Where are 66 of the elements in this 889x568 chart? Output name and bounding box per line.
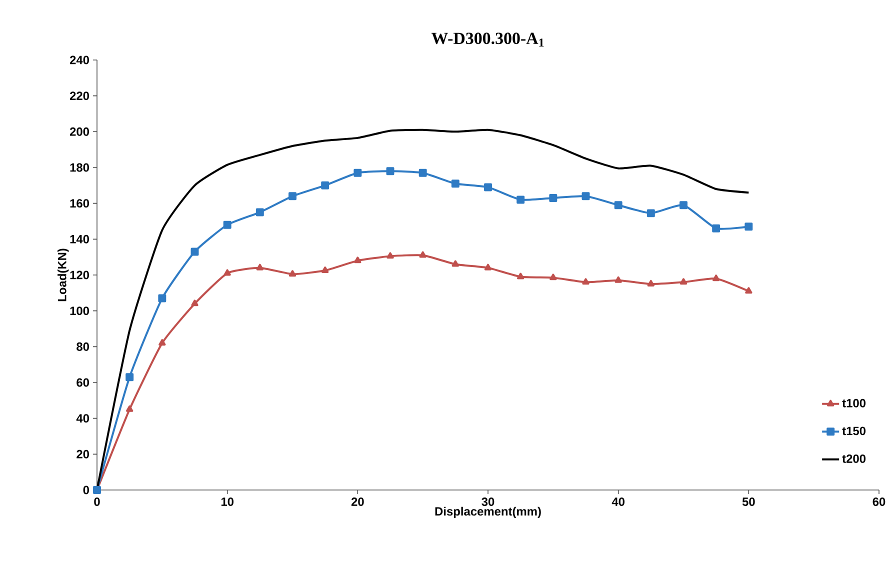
x-tick-label: 50	[742, 498, 755, 506]
y-tick-label: 180	[70, 163, 89, 172]
point	[419, 251, 426, 258]
point	[452, 260, 460, 267]
point	[451, 180, 460, 188]
point	[256, 264, 264, 270]
y-tick-label: 160	[70, 199, 89, 208]
y-tick-label: 60	[76, 378, 89, 387]
point	[582, 192, 590, 200]
legend-label: t150	[842, 426, 866, 436]
point	[680, 201, 688, 210]
point	[484, 264, 492, 270]
legend-label: t100	[842, 398, 866, 408]
point	[418, 168, 427, 177]
x-tick-label: 10	[221, 498, 234, 506]
point	[712, 274, 720, 282]
point	[680, 278, 688, 285]
y-tick-label: 140	[70, 234, 89, 244]
point	[288, 192, 296, 200]
point	[354, 168, 362, 177]
y-axis-title: Load(KN)	[58, 248, 69, 302]
point	[744, 222, 753, 231]
y-tick-label: 0	[83, 486, 89, 494]
point	[321, 181, 330, 190]
point	[256, 208, 264, 216]
point	[321, 266, 329, 274]
point	[549, 194, 558, 202]
point	[354, 256, 362, 264]
y-tick-label: 240	[70, 56, 89, 64]
point	[647, 280, 655, 286]
y-tick-label: 80	[76, 342, 89, 351]
y-tick-label: 20	[76, 450, 89, 458]
point	[550, 274, 557, 280]
x-tick-label: 20	[351, 498, 364, 506]
point	[158, 339, 166, 346]
point	[386, 167, 394, 176]
point	[614, 276, 622, 283]
point	[386, 252, 394, 259]
point	[582, 278, 590, 285]
point	[158, 294, 166, 302]
point	[224, 269, 231, 276]
point	[126, 373, 134, 382]
x-tick-label: 0	[94, 498, 100, 506]
y-tick-label: 120	[70, 270, 89, 280]
point	[516, 272, 524, 280]
point	[223, 220, 232, 229]
point	[190, 248, 199, 256]
y-tick-label: 40	[76, 414, 89, 423]
x-tick-label: 40	[612, 498, 624, 506]
point	[516, 196, 525, 204]
point	[614, 201, 622, 210]
y-tick-label: 220	[70, 92, 89, 100]
point	[712, 224, 720, 232]
point	[646, 209, 655, 218]
point	[126, 405, 134, 412]
y-tick-label: 100	[70, 306, 89, 316]
x-tick-label: 30	[482, 498, 494, 506]
x-tick-label: 60	[872, 498, 886, 506]
point	[484, 183, 492, 192]
chart-title: W-D300.300-A$_{1}$	[431, 32, 544, 47]
point	[745, 287, 752, 294]
point	[191, 300, 198, 306]
y-tick-label: 200	[70, 127, 89, 136]
point	[288, 270, 296, 277]
legend-label: t200	[842, 454, 866, 463]
x-axis-title: Displacement(mm)	[435, 506, 541, 518]
